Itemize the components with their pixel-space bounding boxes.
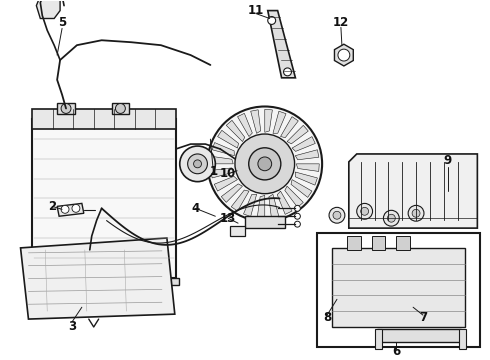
Polygon shape <box>376 329 461 342</box>
Polygon shape <box>221 184 243 202</box>
Polygon shape <box>21 238 175 319</box>
Text: 2: 2 <box>48 200 56 213</box>
Polygon shape <box>296 164 319 171</box>
Text: 10: 10 <box>220 167 236 180</box>
Bar <box>112 103 129 114</box>
Text: 8: 8 <box>323 311 331 324</box>
Text: 3: 3 <box>68 320 76 333</box>
Circle shape <box>194 160 201 168</box>
Circle shape <box>333 211 341 219</box>
Polygon shape <box>335 44 353 66</box>
Text: 5: 5 <box>58 16 66 29</box>
Circle shape <box>412 209 420 217</box>
Bar <box>245 216 285 228</box>
Polygon shape <box>244 194 257 216</box>
Polygon shape <box>295 172 318 185</box>
Polygon shape <box>238 113 252 136</box>
Text: 13: 13 <box>220 212 236 225</box>
Circle shape <box>72 204 80 212</box>
Polygon shape <box>287 125 308 144</box>
Bar <box>317 233 480 347</box>
Polygon shape <box>57 203 84 216</box>
Circle shape <box>61 205 69 213</box>
Polygon shape <box>285 186 303 207</box>
Circle shape <box>361 207 368 215</box>
Polygon shape <box>265 109 272 132</box>
Circle shape <box>180 146 215 182</box>
Circle shape <box>268 17 276 24</box>
Bar <box>332 248 466 327</box>
Bar <box>347 236 361 250</box>
Polygon shape <box>210 156 233 164</box>
Polygon shape <box>292 136 315 152</box>
Circle shape <box>388 214 395 222</box>
Polygon shape <box>212 143 234 156</box>
Bar <box>32 120 176 278</box>
Circle shape <box>235 134 294 194</box>
Circle shape <box>408 205 424 221</box>
Bar <box>57 103 75 114</box>
Polygon shape <box>214 176 238 191</box>
Polygon shape <box>257 195 265 218</box>
Bar <box>32 109 176 129</box>
Polygon shape <box>36 0 60 18</box>
Polygon shape <box>295 150 319 160</box>
Bar <box>371 236 386 250</box>
Text: 7: 7 <box>419 311 427 324</box>
Circle shape <box>384 210 399 226</box>
Text: 6: 6 <box>392 345 400 358</box>
Bar <box>374 329 382 349</box>
Polygon shape <box>273 111 286 133</box>
Bar <box>29 278 179 285</box>
Bar <box>459 329 466 349</box>
Circle shape <box>258 157 271 171</box>
Text: 4: 4 <box>192 202 200 215</box>
Polygon shape <box>281 117 298 138</box>
Text: 11: 11 <box>248 4 264 17</box>
Circle shape <box>329 207 345 223</box>
Circle shape <box>249 148 281 180</box>
Circle shape <box>116 104 125 113</box>
Polygon shape <box>268 10 295 78</box>
Polygon shape <box>230 226 245 236</box>
Circle shape <box>294 213 300 219</box>
Circle shape <box>207 107 322 221</box>
Polygon shape <box>226 120 245 141</box>
Polygon shape <box>277 191 292 214</box>
Text: 1: 1 <box>209 165 218 178</box>
Circle shape <box>357 203 372 219</box>
Circle shape <box>188 154 207 174</box>
Polygon shape <box>291 180 312 197</box>
Circle shape <box>338 49 350 61</box>
Polygon shape <box>269 194 279 218</box>
Circle shape <box>61 104 71 113</box>
Text: 12: 12 <box>333 16 349 29</box>
Polygon shape <box>251 110 261 133</box>
Polygon shape <box>211 168 234 178</box>
Polygon shape <box>231 190 249 211</box>
Polygon shape <box>218 130 239 148</box>
Bar <box>396 236 410 250</box>
Circle shape <box>284 68 292 76</box>
Circle shape <box>294 205 300 211</box>
Polygon shape <box>349 154 477 228</box>
Circle shape <box>294 221 300 227</box>
Text: 9: 9 <box>443 154 452 167</box>
